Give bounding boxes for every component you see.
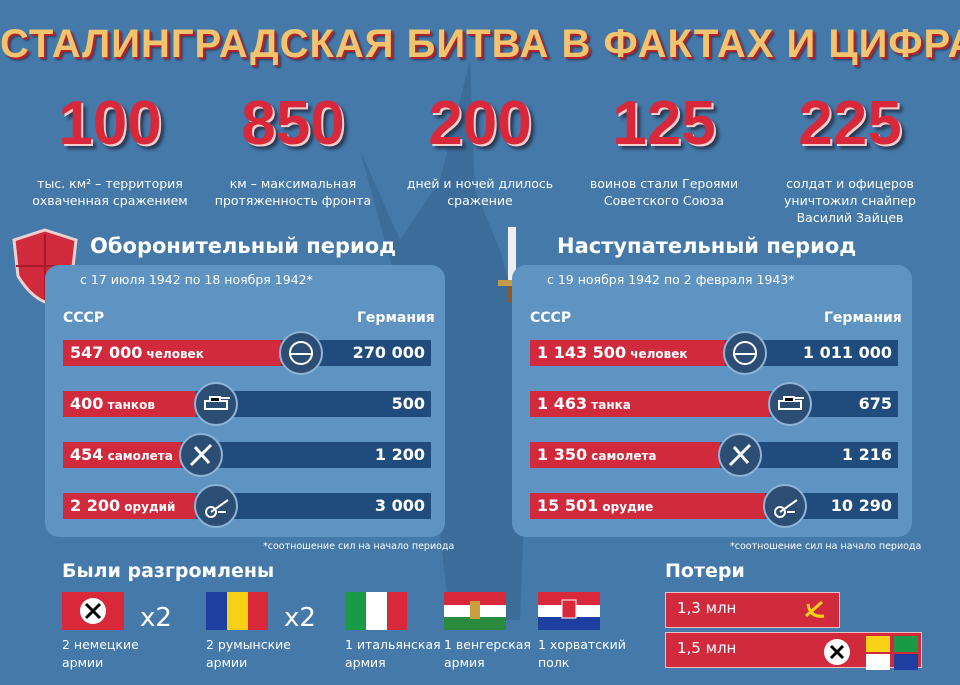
unit: самолета [587,449,657,463]
losses-title: Потери [665,560,745,582]
unit: самолета [103,449,173,463]
right-label: Германия [357,310,435,326]
germany-value: 1 011 000 [802,343,892,362]
loss-icon [800,596,830,626]
icon [179,433,223,477]
title: СТАЛИНГРАДСКАЯ БИТВА В ФАКТАХ И ЦИФРАХ [0,22,960,66]
unit: танка [587,398,631,412]
period-dates: с 17 июля 1942 по 18 ноября 1942* [80,272,313,287]
left-label: СССР [63,310,105,326]
right-label: Германия [824,310,902,326]
ussr-value: 454 самолета [70,445,173,464]
bar-ussr [530,340,725,366]
defeated-label: 2 немецкие [62,637,139,652]
unit: человек [142,347,204,361]
note: *соотношение сил на начало периода [263,541,455,552]
fact-text: воинов стали Героями [589,176,739,191]
fact-text: охваченная сражением [32,193,188,208]
note: *соотношение сил на начало периода [730,541,922,552]
ussr-value: 15 501 орудие [537,496,654,515]
defeated-title: Были разгромлены [62,560,275,582]
fact-number: 125 [612,89,716,158]
germany-value: 500 [391,394,425,413]
defeated-label: 2 румынские [206,637,291,652]
unit: орудие [598,500,654,514]
statue-silhouette [360,60,530,620]
icon [279,331,323,375]
bar-ussr [63,340,281,366]
flag [345,592,407,634]
left-label: СССР [530,310,572,326]
germany-value: 675 [858,394,892,413]
ussr-value: 2 200 орудий [70,496,176,515]
fact-text: солдат и офицеров [786,176,914,191]
fact-text: Василий Зайцев [796,210,904,225]
fact-text: уничтожил снайпер [784,193,916,208]
unit: танков [103,398,155,412]
bar-ussr [63,493,196,519]
fact-text: дней и ночей длилось [406,176,554,191]
ussr-value: 1 143 500 человек [537,343,688,362]
defeated-label: армия [345,655,386,670]
period-title: Оборонительный период [90,234,397,258]
defeated-label: полк [538,655,570,670]
bar-ussr [530,493,765,519]
germany-value: 3 000 [374,496,425,515]
icon [763,484,807,528]
fact-text: тыс. км² – территория [37,176,183,191]
germany-value: 10 290 [830,496,892,515]
defeated-label: армии [206,655,248,670]
icon [768,382,812,426]
fact-number: 225 [798,89,902,158]
germany-value: 1 200 [374,445,425,464]
fact-text: км – максимальная [229,176,357,191]
icon [194,484,238,528]
germany-value: 1 216 [841,445,892,464]
fact-number: 200 [428,89,532,158]
fact-text: сражение [447,193,513,208]
bar-ussr [63,391,196,417]
bar-ussr [530,442,720,468]
period-dates: с 19 ноября 1942 по 2 февраля 1943* [547,272,795,287]
multiplier: x2 [284,603,316,633]
ussr-value: 1 463 танка [537,394,631,413]
period-title: Наступательный период [557,234,857,258]
unit: орудий [120,500,176,514]
ussr-value: 1 350 самолета [537,445,657,464]
ussr-value: 547 000 человек [70,343,204,362]
multiplier: x2 [140,603,172,633]
defeated-label: 1 венгерская [444,637,531,652]
icon [723,331,767,375]
flag [538,592,600,634]
fact-number: 100 [58,89,162,158]
defeated-label: армии [62,655,104,670]
flag [206,592,268,634]
loss-value: 1,3 млн [677,599,737,617]
icon [194,382,238,426]
fact-number: 850 [241,89,345,158]
defeated-label: 1 хорватский [538,637,626,652]
loss-value: 1,5 млн [677,639,737,657]
fact-text: протяженность фронта [214,193,372,208]
defeated-label: 1 итальянская [345,637,441,652]
loss-flag [822,636,920,674]
ussr-value: 400 танков [70,394,155,413]
unit: человек [626,347,688,361]
flag [62,592,124,634]
icon [718,433,762,477]
flag [444,592,506,634]
fact-text: Советского Союза [603,193,725,208]
defeated-label: армия [444,655,485,670]
bar-ussr [530,391,770,417]
germany-value: 270 000 [352,343,425,362]
bar-ussr [63,442,181,468]
